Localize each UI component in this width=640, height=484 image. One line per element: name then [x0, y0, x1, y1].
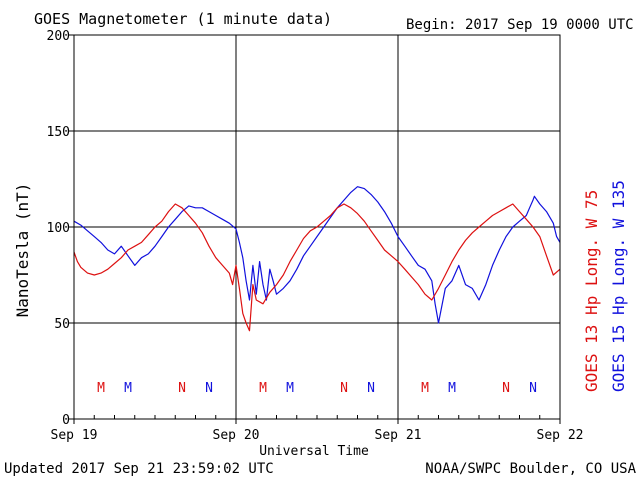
- y-tick-label: 50: [54, 317, 70, 332]
- x-tick-label: Sep 19: [51, 428, 98, 443]
- series-lines: [73, 186, 561, 332]
- marker-m: M: [421, 381, 429, 396]
- begin-time: Begin: 2017 Sep 19 0000 UTC: [406, 17, 634, 33]
- legend-goes15: GOES 15 Hp Long. W 135: [609, 180, 628, 392]
- marker-m: M: [448, 381, 456, 396]
- series-line-goes13: [73, 203, 561, 332]
- marker-n: N: [367, 381, 375, 396]
- updated-time: Updated 2017 Sep 21 23:59:02 UTC: [4, 461, 274, 477]
- axes: 0 50 100 150 200 Sep 19 Sep 20 Sep 21 Sep 22: [47, 29, 584, 443]
- credit-text: NOAA/SWPC Boulder, CO USA: [425, 461, 636, 477]
- marker-m: M: [286, 381, 294, 396]
- y-axis-title: NanoTesla (nT): [13, 183, 32, 318]
- x-axis-title: Universal Time: [259, 444, 369, 459]
- marker-n: N: [529, 381, 537, 396]
- marker-m: M: [124, 381, 132, 396]
- marker-n: N: [502, 381, 510, 396]
- x-tick-label: Sep 20: [213, 428, 260, 443]
- marker-n: N: [178, 381, 186, 396]
- y-tick-label: 0: [62, 413, 70, 428]
- y-tick-label: 100: [47, 221, 70, 236]
- chart-title: GOES Magnetometer (1 minute data): [34, 10, 332, 28]
- y-tick-label: 200: [47, 29, 70, 44]
- x-tick-label: Sep 21: [375, 428, 422, 443]
- marker-n: N: [340, 381, 348, 396]
- x-tick-label: Sep 22: [537, 428, 584, 443]
- series-line-goes15: [73, 186, 561, 324]
- marker-m: M: [97, 381, 105, 396]
- marker-n: N: [205, 381, 213, 396]
- legend-goes13: GOES 13 Hp Long. W 75: [582, 190, 601, 392]
- y-tick-label: 150: [47, 125, 70, 140]
- marker-m: M: [259, 381, 267, 396]
- plot-frame: [73, 34, 561, 420]
